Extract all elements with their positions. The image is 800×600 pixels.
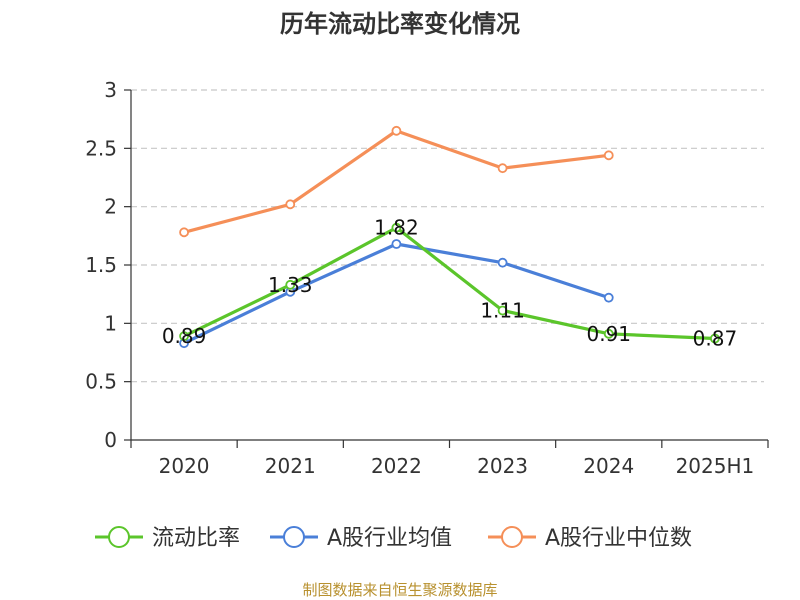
x-tick-label: 2022	[371, 454, 422, 478]
data-point	[497, 163, 508, 174]
legend-label: A股行业中位数	[545, 526, 692, 551]
x-tick-label: 2023	[477, 454, 528, 478]
data-point	[603, 328, 614, 339]
data-label: 0.91	[586, 322, 631, 346]
axes: 0 0.5 1 1.5 2 2.5 3 2020 2021 2022 2023 2024 2025H1	[85, 78, 769, 478]
data-point	[391, 125, 402, 136]
data-point	[497, 305, 508, 316]
data-point	[179, 227, 189, 238]
grid-lines	[131, 89, 764, 383]
y-tick-label: 2	[104, 195, 117, 219]
x-tick-label: 2021	[265, 454, 316, 478]
data-label: 0.87	[693, 327, 738, 351]
legend-marker	[501, 526, 523, 548]
y-tick-label: 0	[104, 428, 117, 452]
series-line	[182, 226, 717, 341]
data-label: 1.11	[480, 299, 525, 323]
y-tick-label: 1	[104, 311, 117, 335]
series-group: 0.89 1.33 1.82 1.11 0.91 0.87	[162, 125, 738, 351]
y-tick-label: 3	[104, 78, 117, 102]
x-tick-label: 2020	[159, 454, 210, 478]
legend: 流动比率 A股行业均值 A股行业中位数	[95, 526, 692, 551]
chart-title: 历年流动比率变化情况	[280, 10, 520, 38]
y-tick-label: 0.5	[85, 370, 117, 394]
x-tick-label: 2024	[583, 454, 634, 478]
legend-marker	[283, 526, 305, 548]
data-point	[603, 150, 614, 161]
data-point	[179, 331, 189, 342]
x-tick-label: 2025H1	[676, 454, 755, 478]
legend-label: 流动比率	[152, 526, 240, 551]
data-point	[285, 199, 296, 210]
data-point	[497, 257, 508, 268]
legend-label: A股行业均值	[327, 526, 452, 551]
data-point	[710, 333, 720, 344]
data-point	[391, 222, 402, 233]
y-tick-label: 2.5	[85, 136, 117, 160]
data-label: 1.82	[374, 216, 419, 240]
y-tick-label: 1.5	[85, 253, 117, 277]
source-note: 制图数据来自恒生聚源数据库	[302, 581, 497, 599]
data-point	[603, 292, 614, 303]
data-label: 0.89	[162, 324, 207, 348]
data-point	[391, 239, 402, 249]
series-line	[182, 242, 611, 345]
data-label: 1.33	[268, 273, 313, 297]
legend-marker	[108, 526, 130, 548]
data-point	[285, 279, 296, 290]
